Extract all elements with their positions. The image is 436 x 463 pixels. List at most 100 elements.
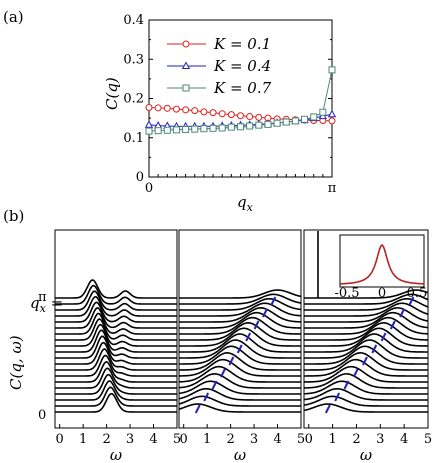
- panel-b-curve: [303, 387, 428, 401]
- panel-b-tick-marker: [334, 392, 341, 402]
- panel-b-curve: [55, 380, 177, 401]
- panel-b-curve: [55, 312, 177, 335]
- panel-b-curve: [304, 339, 428, 359]
- panel-b-curve: [303, 395, 428, 407]
- panel-b-curve: [179, 333, 301, 353]
- panel-b-inset-tick-label: -0.5: [334, 286, 359, 301]
- panel-b-curve: [303, 365, 428, 383]
- panel-b-frame: [303, 229, 429, 429]
- panel-b-xtick-label: 4: [400, 432, 408, 447]
- panel-b-pi-label: π: [38, 290, 47, 305]
- panel-b-inset-tick-label: 0: [378, 286, 386, 301]
- panel-a-point: [227, 111, 235, 119]
- panel-a-point: [327, 109, 337, 118]
- panel-b-tick-marker: [371, 344, 378, 354]
- panel-a-point: [209, 109, 217, 117]
- panel-b-curve: [55, 392, 177, 413]
- panel-b-curve: [178, 387, 301, 401]
- panel-b-tick-marker: [262, 308, 268, 318]
- panel-a-point: [144, 120, 154, 128]
- panel-b-xtick-label: 1: [203, 432, 211, 447]
- panel-a-point: [328, 66, 336, 74]
- panel-b-curve: [304, 297, 429, 311]
- panel-b-label: (b): [3, 207, 24, 225]
- panel-a-point: [273, 119, 281, 127]
- panel-b-curve: [179, 307, 302, 323]
- panel-a-point: [145, 104, 153, 112]
- panel-b-xtick-label: 0: [56, 432, 64, 447]
- panel-a-ytick-label: 0.1: [123, 131, 144, 146]
- panel-a-point: [200, 108, 208, 116]
- panel-b-curve: [55, 290, 177, 311]
- panel-b-curve: [179, 352, 301, 371]
- panel-b-curve: [303, 380, 428, 395]
- panel-b-curve: [304, 333, 429, 353]
- panel-b-curve: [179, 311, 302, 329]
- panel-b-curve: [179, 339, 301, 359]
- panel-b-curve: [178, 358, 301, 377]
- panel-b-curve: [55, 301, 177, 323]
- panel-b-tick-marker: [220, 368, 226, 378]
- panel-b-curve: [55, 367, 177, 389]
- panel-b-xlabel: ω: [110, 446, 122, 463]
- panel-b-curve: [304, 293, 429, 305]
- panel-a-point: [163, 126, 171, 134]
- panel-b-curve: [55, 296, 177, 317]
- panel-b-tick-marker: [380, 332, 387, 342]
- panel-a-point: [163, 104, 171, 112]
- panel-a-point: [255, 121, 263, 129]
- panel-b-tick-marker: [324, 404, 331, 414]
- panel-a-xtick-label: 0: [145, 181, 153, 196]
- panel-b-xtick-label: 3: [250, 432, 258, 447]
- panel-b-curve: [304, 307, 429, 323]
- panel-b-xlabel: ω: [360, 446, 372, 463]
- panel-b-curve: [304, 316, 429, 335]
- panel-b-curve: [304, 352, 428, 371]
- panel-b-curve: [179, 289, 302, 299]
- panel-b-tick-marker: [253, 320, 260, 330]
- panel-b-xtick-label: 3: [126, 432, 134, 447]
- panel-b-curve: [304, 302, 429, 317]
- panel-b-curve: [55, 348, 177, 371]
- panel-b-curve: [178, 403, 301, 413]
- panel-b-curve: [55, 323, 177, 347]
- panel-a-legend-marker: [182, 40, 190, 48]
- panel-b-tick-marker: [408, 296, 415, 306]
- panel-b-curve: [179, 327, 301, 347]
- panel-b-curve: [55, 329, 177, 353]
- panel-b-ylabel: C(q, ω): [7, 335, 25, 390]
- panel-b-tick-marker: [389, 320, 396, 330]
- panel-a-point: [200, 125, 208, 133]
- panel-b-curve: [303, 373, 428, 389]
- panel-b-xtick-label: 5: [297, 432, 305, 447]
- panel-a-point: [237, 112, 244, 120]
- panel-b-curve: [55, 318, 177, 341]
- panel-b-qx-label: qx =: [30, 294, 63, 315]
- panel-b-xtick-label: 5: [173, 432, 181, 447]
- panel-a-point: [227, 123, 235, 131]
- panel-a-label: (a): [3, 8, 24, 26]
- panel-a-point: [182, 106, 190, 114]
- panel-b-frame: [178, 229, 302, 429]
- panel-b-curve: [178, 373, 301, 389]
- panel-b-curve: [304, 289, 429, 299]
- panel-b-curve: [179, 297, 302, 311]
- panel-a-point: [282, 118, 290, 126]
- panel-b-tick-marker: [203, 392, 210, 402]
- panel-b-zero-label: 0: [38, 408, 46, 423]
- panel-a-point: [246, 113, 254, 121]
- panel-a-legend-marker: [182, 84, 190, 92]
- panel-a-xtick-label: π: [328, 181, 337, 196]
- panel-b-xtick-label: 1: [328, 432, 336, 447]
- panel-b-xtick-label: 2: [102, 432, 110, 447]
- panel-a-point: [264, 120, 272, 128]
- panel-b-curve: [303, 403, 428, 413]
- panel-b-curve: [178, 380, 301, 395]
- panel-a-point: [209, 124, 217, 132]
- panel-b-curve: [55, 386, 177, 407]
- panel-b-curve: [179, 322, 302, 341]
- panel-b-tick-marker: [194, 404, 201, 414]
- panel-a-point: [310, 113, 318, 121]
- panel-a-point: [237, 123, 244, 131]
- panel-b-tick-marker: [270, 296, 277, 306]
